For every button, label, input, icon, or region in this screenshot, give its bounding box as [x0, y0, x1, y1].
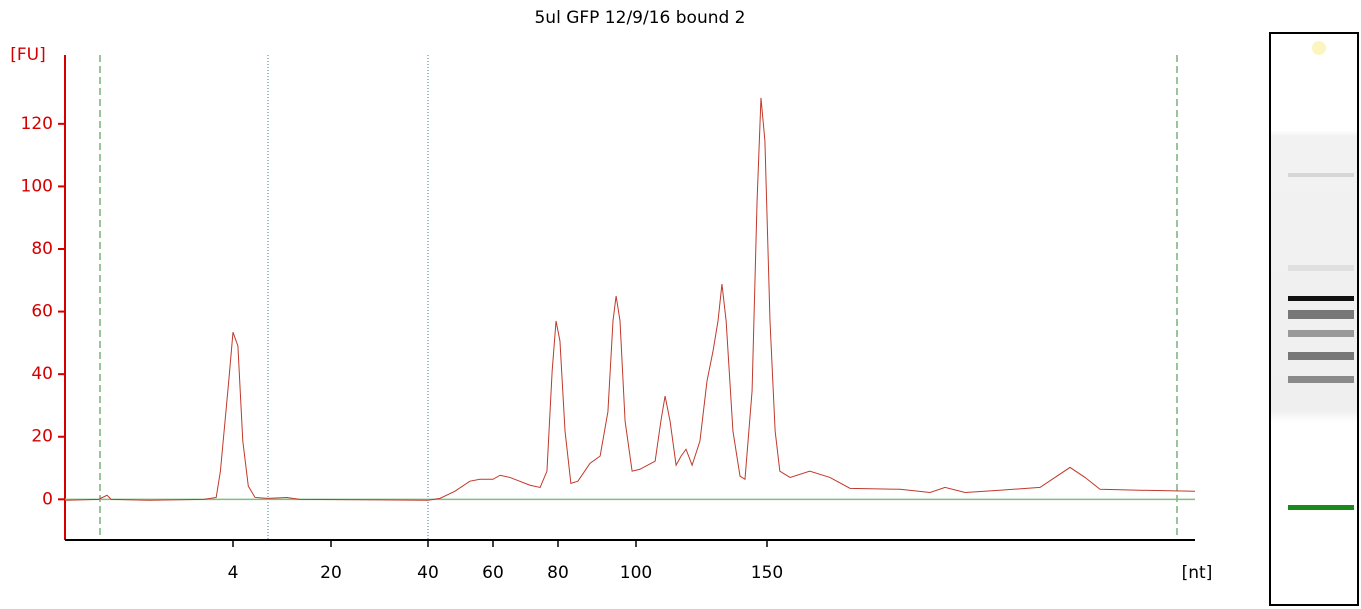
- trace: [64, 97, 1196, 501]
- chart-title: 5ul GFP 12/9/16 bound 2: [534, 8, 745, 28]
- y-tick-label: 120: [21, 114, 53, 134]
- y-tick-label: 80: [31, 239, 53, 259]
- x-tick-label: 4: [228, 563, 239, 583]
- x-tick-label: 80: [547, 563, 569, 583]
- y-axis-label: [FU]: [10, 45, 46, 65]
- x-tick-label: 40: [417, 563, 439, 583]
- y-tick-label: 60: [31, 302, 53, 322]
- y-tick-label: 0: [42, 489, 53, 509]
- gel-lane: [1269, 32, 1359, 606]
- x-tick-label: 100: [620, 563, 652, 583]
- y-tick-label: 20: [31, 427, 53, 447]
- y-tick-label: 100: [21, 176, 53, 196]
- y-tick-label: 40: [31, 364, 53, 384]
- x-tick-label: 150: [751, 563, 783, 583]
- x-tick-label: 60: [482, 563, 504, 583]
- x-axis-label: [nt]: [1182, 563, 1213, 583]
- x-tick-label: 20: [320, 563, 342, 583]
